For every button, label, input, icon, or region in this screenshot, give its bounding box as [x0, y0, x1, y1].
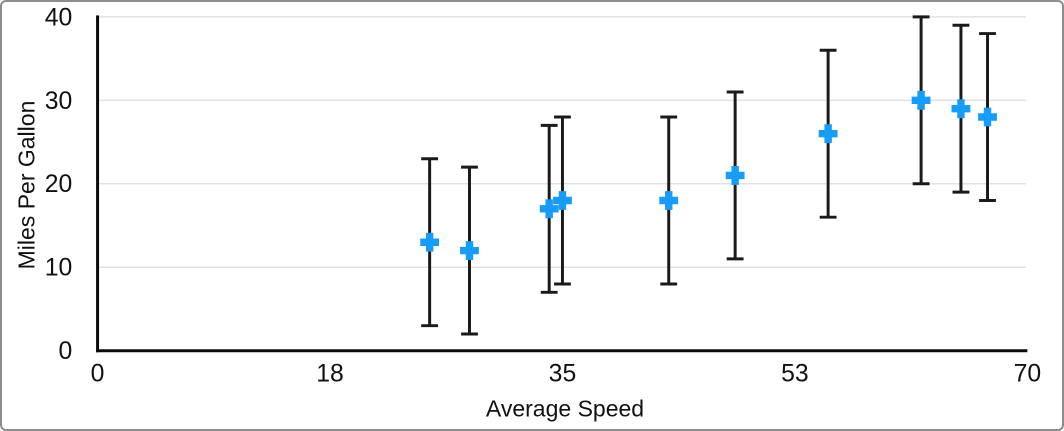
data-point-marker[interactable]: [951, 99, 971, 119]
data-point-marker[interactable]: [725, 166, 745, 185]
data-point-marker[interactable]: [659, 191, 679, 210]
x-tick-label: 35: [549, 360, 577, 387]
x-tick-label: 0: [91, 360, 105, 387]
y-tick-label: 40: [45, 4, 73, 31]
y-axis-title: Miles Per Gallon: [13, 100, 40, 270]
data-point-marker[interactable]: [978, 107, 997, 127]
y-tick-label: 30: [45, 88, 73, 115]
y-tick-label: 10: [45, 255, 73, 282]
x-axis-title: Average Speed: [485, 395, 645, 422]
y-tick-label: 20: [45, 171, 73, 198]
x-tick-label: 70: [1014, 360, 1042, 387]
data-point-marker[interactable]: [818, 124, 838, 144]
x-tick-label: 18: [316, 360, 344, 387]
y-tick-label: 0: [59, 338, 73, 365]
x-tick-label: 53: [781, 360, 809, 387]
data-point-marker[interactable]: [911, 90, 931, 110]
data-point-marker[interactable]: [460, 241, 479, 260]
data-point-marker[interactable]: [420, 232, 440, 252]
data-point-marker[interactable]: [539, 199, 559, 219]
data-point-marker[interactable]: [553, 191, 572, 210]
